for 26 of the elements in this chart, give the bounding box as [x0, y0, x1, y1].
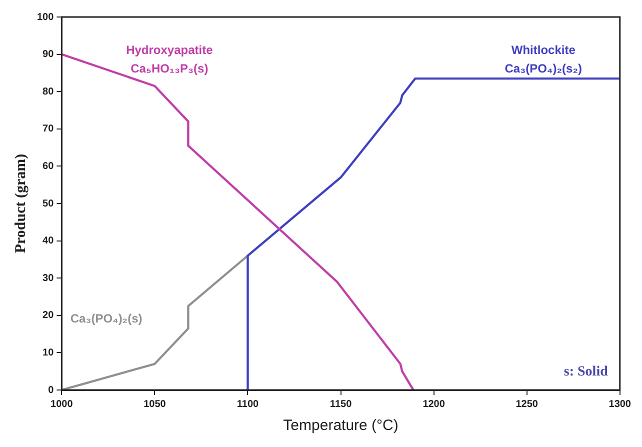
x-tick-label: 1050: [144, 398, 166, 410]
y-tick-label: 50: [42, 198, 54, 210]
x-tick-label: 1150: [330, 398, 352, 410]
y-tick-label: 20: [42, 310, 54, 322]
series-label: Hydroxyapatite: [126, 42, 214, 57]
annotation: s: Solid: [564, 364, 608, 380]
series-label: Whitlockite: [511, 42, 576, 57]
y-tick-label: 40: [42, 236, 54, 247]
text: Ca₃(PO₄)₂(s): [70, 311, 142, 326]
y-tick-label: 0: [48, 384, 54, 396]
y-axis-title: Product (gram): [12, 154, 29, 254]
y-tick-label: 30: [42, 272, 54, 284]
y-tick-label: 100: [36, 12, 54, 23]
y-tick-label: 70: [42, 124, 54, 135]
x-tick-label: 1250: [516, 398, 538, 410]
annotation: Ca₅HO₁₃P₃(s): [130, 62, 208, 76]
y-tick-label: 60: [42, 160, 54, 172]
x-tick-label: 1100: [236, 398, 260, 410]
y-tick-label: 80: [42, 86, 54, 98]
x-tick-label: 1000: [50, 398, 74, 410]
x-tick-label: 1300: [608, 398, 632, 410]
x-axis-title: Temperature (°C): [283, 417, 398, 434]
y-tick-label: 90: [42, 49, 54, 60]
x-tick-label: 1200: [422, 398, 446, 410]
annotation: Ca₃(PO₄)₂(s₂): [504, 62, 582, 76]
y-tick-label: 10: [42, 347, 54, 358]
